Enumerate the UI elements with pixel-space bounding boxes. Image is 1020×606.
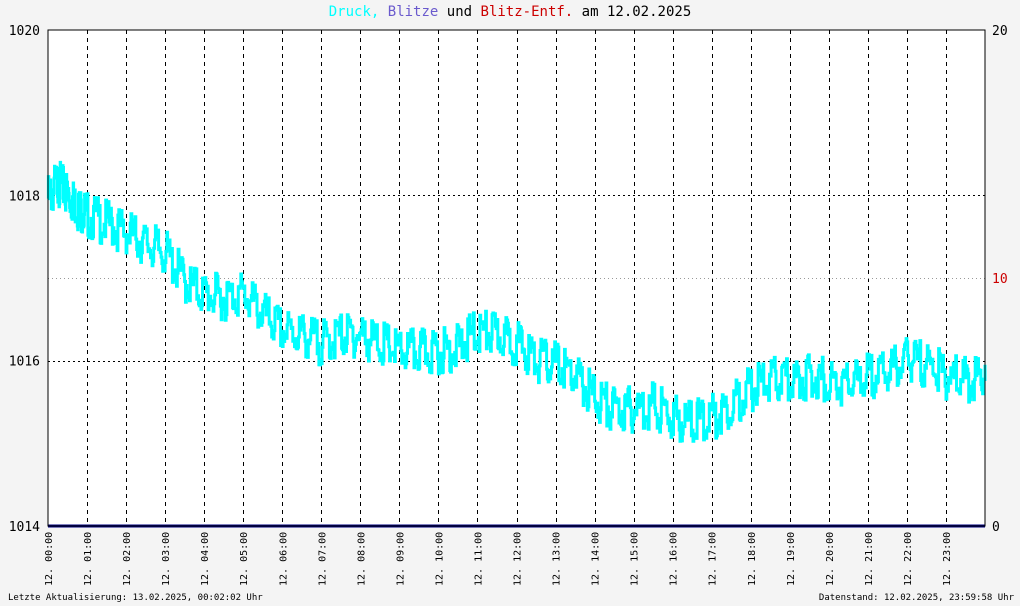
x-tick-label: 12. 03:00	[161, 532, 172, 586]
x-tick-label: 12. 09:00	[395, 532, 406, 586]
title-date: am 12.02.2025	[581, 4, 692, 20]
x-tick-label: 12. 13:00	[552, 532, 563, 586]
footer-data-status: Datenstand: 12.02.2025, 23:59:58 Uhr	[818, 593, 1014, 603]
y-right-tick-label: 0	[992, 520, 1000, 535]
x-tick-label: 12. 11:00	[473, 532, 484, 586]
x-tick-label: 12. 17:00	[708, 532, 719, 586]
y-left-tick-label: 1020	[9, 24, 40, 39]
x-tick-label: 12. 16:00	[669, 532, 680, 586]
title-blitze: Blitze	[387, 4, 439, 20]
footer-last-update: Letzte Aktualisierung: 13.02.2025, 00:02…	[8, 593, 263, 603]
x-tick-label: 12. 07:00	[317, 532, 328, 586]
y-left-tick-label: 1014	[9, 520, 40, 535]
x-tick-label: 12. 21:00	[864, 532, 875, 586]
y-right-tick-label: 10	[992, 272, 1008, 287]
x-tick-label: 12. 02:00	[122, 532, 133, 586]
y-right-tick-label: 20	[992, 24, 1008, 39]
x-tick-label: 12. 04:00	[200, 532, 211, 586]
x-tick-label: 12. 14:00	[591, 532, 602, 586]
x-tick-label: 12. 08:00	[356, 532, 367, 586]
plot-border	[47, 29, 986, 527]
x-tick-label: 12. 01:00	[83, 532, 94, 586]
x-tick-label: 12. 06:00	[278, 532, 289, 586]
x-tick-label: 12. 23:00	[942, 532, 953, 586]
x-tick-label: 12. 22:00	[903, 532, 914, 586]
y-left-tick-label: 1018	[9, 189, 40, 204]
x-tick-label: 12. 15:00	[630, 532, 641, 586]
x-tick-label: 12. 05:00	[239, 532, 250, 586]
x-tick-label: 12. 20:00	[825, 532, 836, 586]
y-left-tick-label: 1016	[9, 355, 40, 370]
x-tick-label: 12. 00:00	[44, 532, 55, 586]
title-druck: Druck,	[328, 4, 380, 20]
x-tick-label: 12. 10:00	[434, 532, 445, 586]
x-tick-label: 12. 19:00	[786, 532, 797, 586]
series-druck-line	[46, 160, 987, 443]
x-tick-label: 12. 18:00	[747, 532, 758, 586]
chart-title: Druck, Blitze und Blitz-Entf. am 12.02.2…	[0, 4, 1020, 20]
title-blitz-entf: Blitz-Entf.	[480, 4, 574, 20]
title-und: und	[446, 4, 473, 20]
x-tick-label: 12. 12:00	[513, 532, 524, 586]
